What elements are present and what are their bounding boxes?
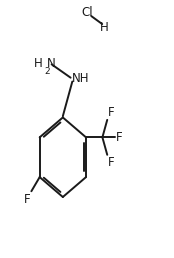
Text: F: F: [108, 156, 115, 169]
Text: H: H: [100, 21, 109, 34]
Text: Cl: Cl: [81, 6, 93, 19]
Text: 2: 2: [44, 67, 50, 76]
Text: NH: NH: [72, 72, 89, 85]
Text: N: N: [47, 57, 56, 70]
Text: F: F: [108, 106, 115, 119]
Text: F: F: [116, 131, 123, 144]
Text: H: H: [34, 57, 43, 70]
Text: F: F: [24, 193, 31, 206]
